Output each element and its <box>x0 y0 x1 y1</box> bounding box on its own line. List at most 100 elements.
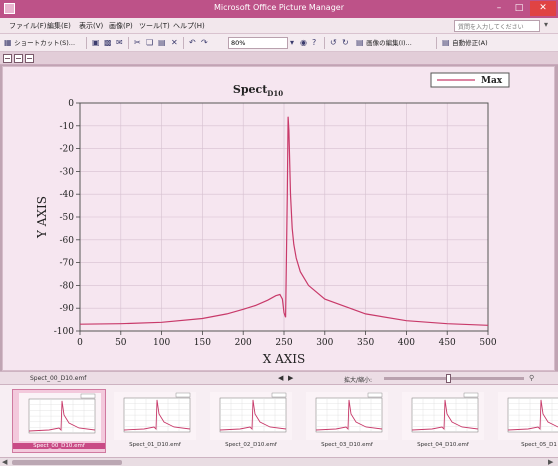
rotate-right-icon[interactable]: ↷ <box>201 38 208 47</box>
edit-pictures-button[interactable]: ▤ 画像の編集(I)... <box>356 37 412 49</box>
current-filename: Spect_00_D10.emf <box>30 375 87 382</box>
thumbnail-image <box>306 392 388 440</box>
rotate-left-icon[interactable]: ↶ <box>189 38 196 47</box>
zoom-dropdown-icon[interactable]: ▾ <box>290 38 295 47</box>
y-tick-label: -90 <box>60 304 75 314</box>
thumbnail-image <box>498 392 558 440</box>
minimize-button[interactable]: – <box>496 3 502 13</box>
thumbnail-label: Spect_02_D10.emf <box>225 442 277 448</box>
y-tick-label: -80 <box>60 281 75 291</box>
thumbnail-label: Spect_05_D1 <box>521 442 557 448</box>
menu-help[interactable]: ヘルプ(H) <box>173 22 205 30</box>
y-tick-label: -10 <box>60 122 75 132</box>
toolbar: ▦ ショートカット(S)... ▣ ▩ ✉ ✂ ❏ ▤ ✕ ↶ ↷ 80% ▾ … <box>0 34 558 52</box>
menu-edit[interactable]: 編集(E) <box>47 22 71 30</box>
status-bar: Spect_00_D10.emf ◀ ▶ 拡大/縮小: ⚲ <box>0 371 558 385</box>
zoom-label: 拡大/縮小: <box>344 377 373 384</box>
paste-icon[interactable]: ▤ <box>158 38 166 47</box>
filmstrip-thumbnail[interactable]: Spect_01_D10.emf <box>108 389 202 453</box>
scroll-left-icon[interactable]: ◀ <box>2 458 8 466</box>
auto-correct-label: 自動修正(A) <box>452 39 488 47</box>
save-icon[interactable]: ▣ <box>92 38 100 47</box>
zoom-slider-track[interactable] <box>384 377 524 380</box>
best-fit-icon[interactable]: ◉ <box>300 38 307 47</box>
copy-icon[interactable]: ❏ <box>146 38 154 47</box>
x-tick-label: 150 <box>194 338 211 348</box>
x-tick-label: 350 <box>357 338 374 348</box>
edit-pictures-icon: ▤ <box>356 38 364 47</box>
y-tick-label: -70 <box>60 259 75 269</box>
filmstrip-thumbnail[interactable]: Spect_02_D10.emf <box>204 389 298 453</box>
y-tick-label: -100 <box>54 327 74 337</box>
auto-correct-button[interactable]: ▤ 自動修正(A) <box>442 37 488 49</box>
thumbnail-label: Spect_00_D10.emf <box>13 443 105 449</box>
series-line-max <box>79 116 489 326</box>
y-tick-label: -40 <box>60 190 75 200</box>
delete-icon[interactable]: ✕ <box>171 38 178 47</box>
zoom-slider-thumb[interactable] <box>446 374 451 383</box>
rotate-icon[interactable]: ↺ <box>330 38 337 47</box>
axis-ticks: 0 50 100 150 200 250 300 350 400 450 500 0 -10 -20 -30… <box>54 99 497 348</box>
help-dropdown-icon[interactable]: ▾ <box>544 20 549 29</box>
menu-picture[interactable]: 画像(P) <box>109 22 133 30</box>
shortcuts-button[interactable]: ▦ ショートカット(S)... <box>4 37 75 49</box>
thumbnail-view-icon[interactable] <box>3 54 12 63</box>
print-icon[interactable]: ▩ <box>104 38 112 47</box>
filmstrip-thumbnail[interactable]: Spect_03_D10.emf <box>300 389 394 453</box>
x-tick-label: 250 <box>275 338 292 348</box>
edit-pictures-label: 画像の編集(I)... <box>366 39 412 47</box>
close-button[interactable]: ✕ <box>530 1 556 16</box>
title-bar: Microsoft Office Picture Manager – □ ✕ <box>0 0 558 18</box>
x-tick-label: 0 <box>77 338 83 348</box>
menu-view[interactable]: 表示(V) <box>79 22 104 30</box>
maximize-button[interactable]: □ <box>514 3 524 13</box>
scroll-right-icon[interactable]: ▶ <box>548 458 554 466</box>
x-tick-label: 200 <box>235 338 252 348</box>
y-tick-label: -20 <box>60 145 75 155</box>
shortcuts-label: ショートカット(S)... <box>14 39 76 47</box>
x-tick-label: 400 <box>398 338 415 348</box>
view-bar <box>0 52 558 65</box>
toolbar-separator <box>183 37 184 49</box>
filmstrip-thumbnail[interactable]: Spect_05_D1 <box>492 389 558 453</box>
window-title: Microsoft Office Picture Manager <box>214 3 344 12</box>
thumbnail-label: Spect_01_D10.emf <box>129 442 181 448</box>
flip-icon[interactable]: ↻ <box>342 38 349 47</box>
zoom-in-icon[interactable]: ⚲ <box>529 374 535 382</box>
zoom-combobox[interactable]: 80% <box>228 37 288 49</box>
filmstrip-thumbnail[interactable]: Spect_00_D10.emf <box>12 389 106 453</box>
toolbar-separator <box>128 37 129 49</box>
x-axis-label: X AXIS <box>263 352 306 366</box>
toolbar-separator <box>436 37 437 49</box>
filmstrip: Spect_00_D10.emf Spect_01_D10.emf Spect_02… <box>0 385 558 457</box>
y-tick-label: -60 <box>60 236 75 246</box>
toolbar-separator <box>324 37 325 49</box>
cut-icon[interactable]: ✂ <box>134 38 141 47</box>
filmstrip-scrollbar[interactable]: ◀ ▶ <box>0 457 558 466</box>
spectrum-chart: 0 50 100 150 200 250 300 350 400 450 500 0 -10 -20 -30… <box>35 72 510 366</box>
help-icon[interactable]: ? <box>312 38 317 47</box>
menu-tools[interactable]: ツール(T) <box>139 22 170 30</box>
previous-picture-icon[interactable]: ◀ <box>278 374 284 382</box>
y-tick-label: 0 <box>68 99 74 109</box>
filmstrip-thumbnail[interactable]: Spect_04_D10.emf <box>396 389 490 453</box>
x-tick-label: 450 <box>439 338 456 348</box>
toolbar-separator <box>86 37 87 49</box>
help-search-input[interactable]: 質問を入力してください <box>454 20 540 32</box>
legend-label: Max <box>481 76 503 86</box>
picture-preview: 0 50 100 150 200 250 300 350 400 450 500 0 -10 -20 -30… <box>2 66 555 371</box>
menu-bar: ファイル(F) 編集(E) 表示(V) 画像(P) ツール(T) ヘルプ(H) … <box>0 18 558 34</box>
email-icon[interactable]: ✉ <box>116 38 123 47</box>
app-icon <box>4 3 15 14</box>
scrollbar-thumb[interactable] <box>12 460 122 465</box>
y-tick-label: -30 <box>60 167 75 177</box>
single-view-icon[interactable] <box>25 54 34 63</box>
thumbnail-label: Spect_03_D10.emf <box>321 442 373 448</box>
filmstrip-view-icon[interactable] <box>14 54 23 63</box>
x-tick-label: 300 <box>316 338 333 348</box>
next-picture-icon[interactable]: ▶ <box>288 374 294 382</box>
x-tick-label: 100 <box>153 338 170 348</box>
thumbnail-image <box>402 392 484 440</box>
y-tick-label: -50 <box>60 213 75 223</box>
menu-file[interactable]: ファイル(F) <box>9 22 47 30</box>
